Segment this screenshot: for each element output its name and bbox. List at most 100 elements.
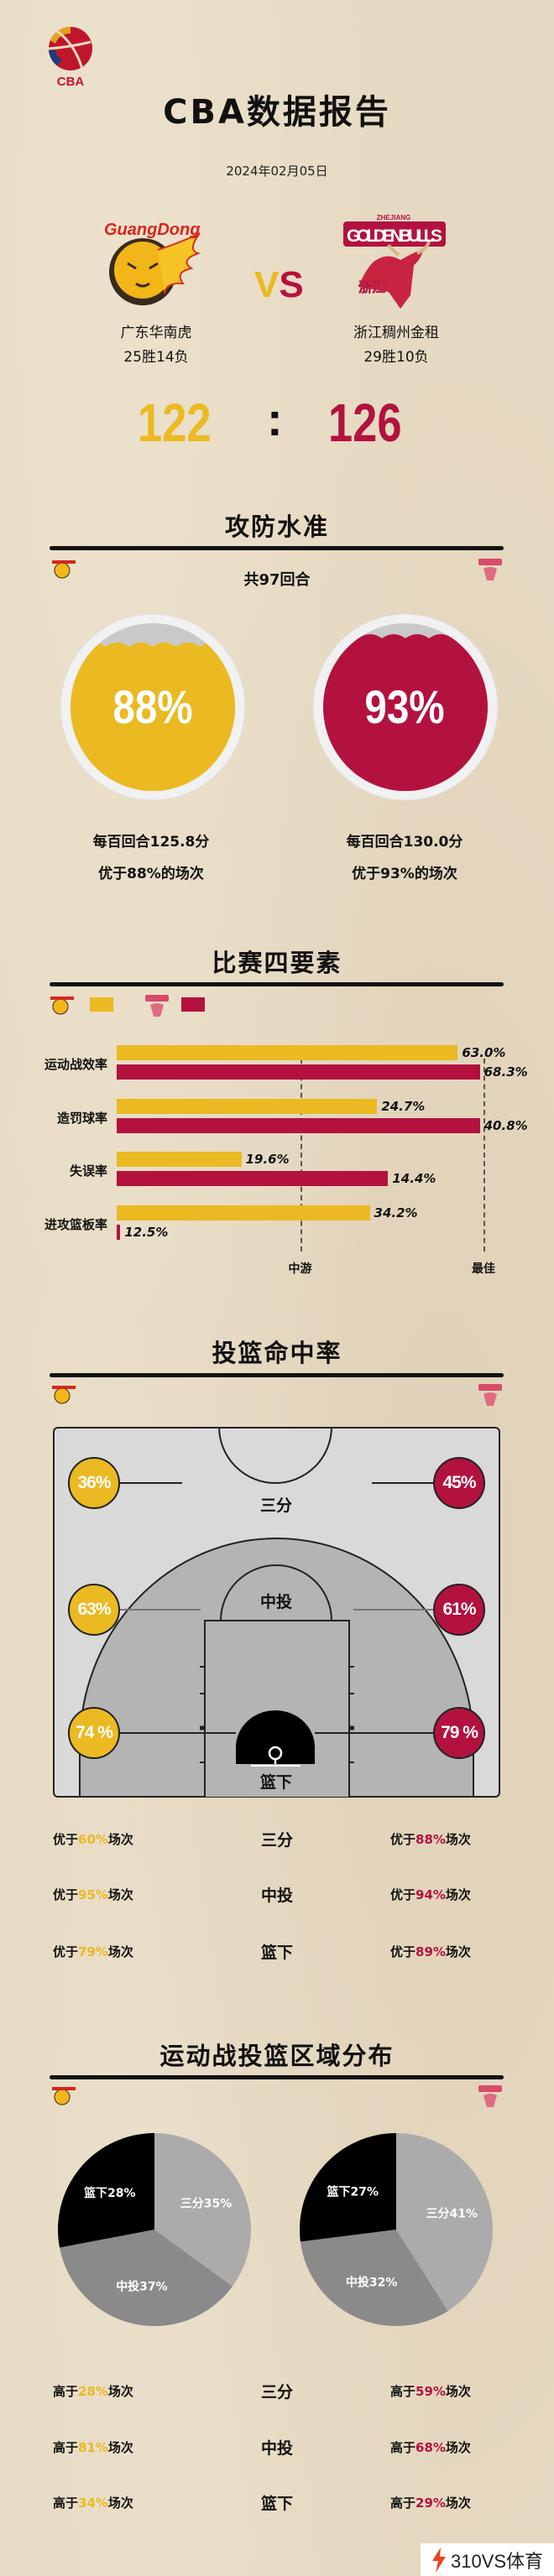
dist-label-paint: 篮下 — [260, 2495, 294, 2513]
home-mid-pct: 63% — [68, 1584, 120, 1636]
away-mid-pct: 61% — [433, 1584, 485, 1636]
factor-value-home: 19.6% — [245, 1152, 290, 1167]
factor-value-away: 14.4% — [392, 1171, 436, 1186]
home-logo-text: GuangDong — [104, 221, 200, 239]
factor-bar-home — [117, 1152, 242, 1167]
court-label-three: 三分 — [259, 1496, 293, 1515]
section-divider — [50, 1373, 504, 1377]
pie-label-home: 三分35% — [180, 2198, 233, 2211]
away-team-name: 浙江稠州金租 — [353, 325, 439, 341]
factor-value-away: 12.5% — [124, 1225, 169, 1240]
free-throw-circle — [220, 1564, 332, 1621]
zone-label-mid: 中投 — [260, 1886, 294, 1905]
home-mid-freq: 高于81%场次 — [53, 2440, 133, 2455]
rating-section-title: 攻防水准 — [224, 513, 330, 541]
court-label-paint: 篮下 — [259, 1773, 293, 1792]
factor-label: 进攻篮板率 — [44, 1217, 107, 1232]
away-team-small-logo — [477, 557, 504, 585]
paint-key — [204, 1620, 350, 1798]
away-score: 126 — [328, 393, 402, 453]
home-rating-pct: 88% — [112, 680, 193, 733]
factor-bar-away — [117, 1225, 121, 1240]
home-mid-rank: 优于95%场次 — [53, 1887, 133, 1902]
home-paint-pct: 74 % — [68, 1707, 120, 1759]
away-per100: 每百回合130.0分 — [346, 834, 463, 851]
dist-label-three: 三分 — [260, 2383, 294, 2402]
svg-text:ZHEJIANG: ZHEJIANG — [377, 214, 410, 221]
factor-bar-home — [117, 1205, 370, 1220]
factor-value-away: 68.3% — [483, 1064, 528, 1080]
home-team-small-logo — [50, 1384, 77, 1408]
match-date: 2024年02月05日 — [226, 164, 328, 179]
home-better-than: 优于88%的场次 — [98, 866, 204, 882]
away-three-freq: 高于59%场次 — [390, 2384, 471, 2399]
cba-logo-text: CBA — [57, 75, 85, 89]
away-three-rank: 优于88%场次 — [390, 1832, 471, 1847]
away-logo-text: GOLDENBULLS — [347, 226, 442, 246]
cba-logo: CBA — [48, 27, 92, 89]
home-paint-freq: 高于34%场次 — [53, 2495, 133, 2511]
away-paint-freq: 高于29%场次 — [390, 2495, 471, 2511]
away-team-logo: ZHEJIANG GOLDENBULLS 浙江 — [343, 214, 446, 309]
factor-bar-home — [117, 1099, 378, 1114]
away-rating-pct: 93% — [364, 680, 445, 733]
distribution-section-title: 运动战投篮区域分布 — [159, 2042, 395, 2070]
reference-label: 最佳 — [472, 1262, 495, 1276]
away-paint-rank: 优于89%场次 — [390, 1944, 471, 1959]
away-team-small-logo — [477, 1382, 504, 1411]
pie-slice-home — [57, 2133, 154, 2248]
reference-line — [300, 1059, 302, 1252]
factor-bar-home — [117, 1045, 458, 1060]
home-team-small-logo — [50, 2085, 77, 2109]
away-team-small-logo — [477, 2084, 504, 2112]
factor-value-away: 40.8% — [483, 1118, 528, 1133]
bolt-logo-icon — [432, 2547, 446, 2573]
away-team-record: 29胜10负 — [363, 349, 429, 366]
reference-line — [483, 1059, 485, 1252]
pie-slice-away — [396, 2133, 493, 2312]
away-mid-rank: 优于94%场次 — [390, 1887, 471, 1902]
svg-text:浙江: 浙江 — [358, 279, 385, 295]
dist-label-mid: 中投 — [260, 2439, 294, 2458]
factor-bar-away — [117, 1171, 389, 1186]
section-divider — [50, 546, 504, 550]
factor-label: 失误率 — [69, 1163, 107, 1179]
lane-hash-marks — [200, 1666, 354, 1763]
report-title: CBA数据报告 — [163, 93, 391, 132]
pie-label-home: 篮下28% — [83, 2186, 136, 2200]
section-divider — [50, 2075, 504, 2079]
home-team-name: 广东华南虎 — [120, 325, 192, 341]
shooting-section-title: 投篮命中率 — [212, 1339, 342, 1367]
away-mid-freq: 高于68%场次 — [390, 2440, 471, 2455]
reference-label: 中游 — [288, 1262, 312, 1276]
factor-value-home: 63.0% — [462, 1045, 506, 1060]
factor-value-home: 24.7% — [381, 1099, 426, 1114]
pie-slice-home — [154, 2133, 251, 2287]
home-team-logo: GuangDong — [104, 221, 201, 305]
section-divider — [50, 982, 504, 986]
pie-label-away: 三分41% — [426, 2208, 478, 2221]
away-three-pct: 45% — [433, 1457, 485, 1509]
court-label-mid: 中投 — [259, 1593, 293, 1611]
away-paint-pct: 79 % — [433, 1707, 485, 1759]
factor-bar-away — [117, 1064, 480, 1080]
pie-slice-away — [299, 2133, 396, 2242]
restricted-area — [236, 1710, 315, 1764]
pie-slice-away — [300, 2230, 448, 2326]
home-team-record: 25胜14负 — [123, 349, 189, 366]
home-score: 122 — [138, 393, 212, 453]
legend-away-swatch — [181, 997, 205, 1012]
factor-label: 运动战效率 — [44, 1057, 107, 1072]
zone-label-paint: 篮下 — [260, 1944, 294, 1962]
center-circle — [218, 1427, 332, 1484]
away-better-than: 优于93%的场次 — [352, 866, 457, 882]
legend-away-logo — [144, 993, 170, 1022]
home-paint-rank: 优于79%场次 — [53, 1944, 133, 1959]
pie-slice-home — [60, 2230, 233, 2326]
away-rating-gauge — [312, 613, 499, 801]
score-separator: : — [267, 393, 283, 445]
factor-value-home: 34.2% — [374, 1205, 418, 1220]
watermark: 310VS体育 — [421, 2543, 554, 2576]
pie-label-away: 篮下27% — [326, 2184, 379, 2199]
home-per100: 每百回合125.8分 — [92, 834, 210, 851]
